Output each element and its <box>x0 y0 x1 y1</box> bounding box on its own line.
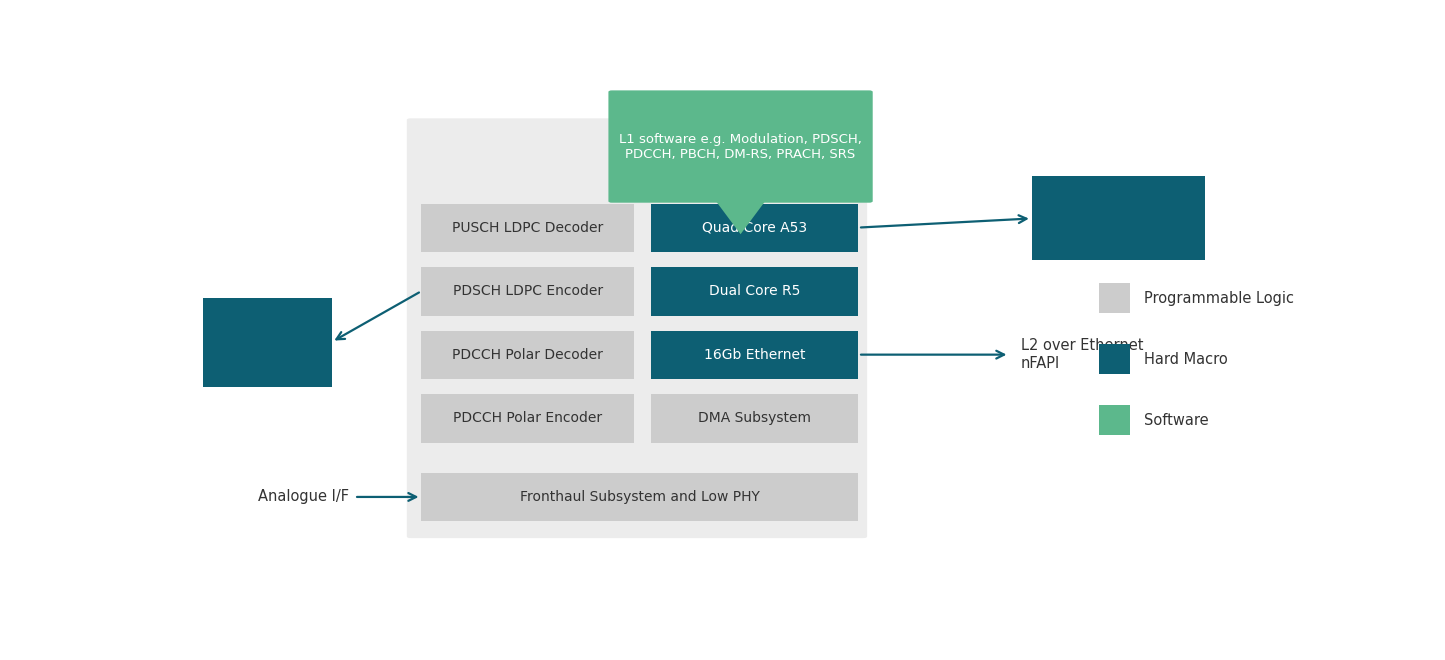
FancyBboxPatch shape <box>1032 176 1205 259</box>
Text: PDCCH Polar Decoder: PDCCH Polar Decoder <box>452 348 603 362</box>
Text: PDSCH LDPC Encoder: PDSCH LDPC Encoder <box>452 284 603 298</box>
Polygon shape <box>715 201 766 234</box>
FancyBboxPatch shape <box>650 204 858 252</box>
Text: DRAM: DRAM <box>1085 208 1152 227</box>
Text: Programmable Logic: Programmable Logic <box>1144 291 1293 306</box>
FancyBboxPatch shape <box>650 267 858 315</box>
FancyBboxPatch shape <box>608 90 873 203</box>
FancyBboxPatch shape <box>650 331 858 379</box>
FancyBboxPatch shape <box>650 394 858 443</box>
Text: Quad Core A53: Quad Core A53 <box>702 221 808 235</box>
Text: Hard Macro: Hard Macro <box>1144 352 1227 367</box>
FancyBboxPatch shape <box>422 473 858 521</box>
FancyBboxPatch shape <box>422 394 634 443</box>
FancyBboxPatch shape <box>1098 405 1130 435</box>
Text: HARQ
DRAM: HARQ DRAM <box>240 323 295 362</box>
FancyBboxPatch shape <box>422 267 634 315</box>
Text: L1 software e.g. Modulation, PDSCH,
PDCCH, PBCH, DM-RS, PRACH, SRS: L1 software e.g. Modulation, PDSCH, PDCC… <box>618 133 863 160</box>
FancyBboxPatch shape <box>422 331 634 379</box>
Text: DMA Subsystem: DMA Subsystem <box>698 411 811 426</box>
Text: L2 over Ethernet
nFAPI: L2 over Ethernet nFAPI <box>1020 339 1143 371</box>
Text: 16Gb Ethernet: 16Gb Ethernet <box>704 348 805 362</box>
FancyBboxPatch shape <box>422 204 634 252</box>
Text: PUSCH LDPC Decoder: PUSCH LDPC Decoder <box>452 221 604 235</box>
Text: Dual Core R5: Dual Core R5 <box>709 284 801 298</box>
FancyBboxPatch shape <box>202 298 332 387</box>
Text: Software: Software <box>1144 412 1208 428</box>
Text: Analogue I/F: Analogue I/F <box>257 490 348 504</box>
Text: Fronthaul Subsystem and Low PHY: Fronthaul Subsystem and Low PHY <box>520 490 760 504</box>
FancyBboxPatch shape <box>1098 284 1130 313</box>
FancyBboxPatch shape <box>1098 345 1130 374</box>
Text: PDCCH Polar Encoder: PDCCH Polar Encoder <box>454 411 603 426</box>
FancyBboxPatch shape <box>407 118 867 538</box>
